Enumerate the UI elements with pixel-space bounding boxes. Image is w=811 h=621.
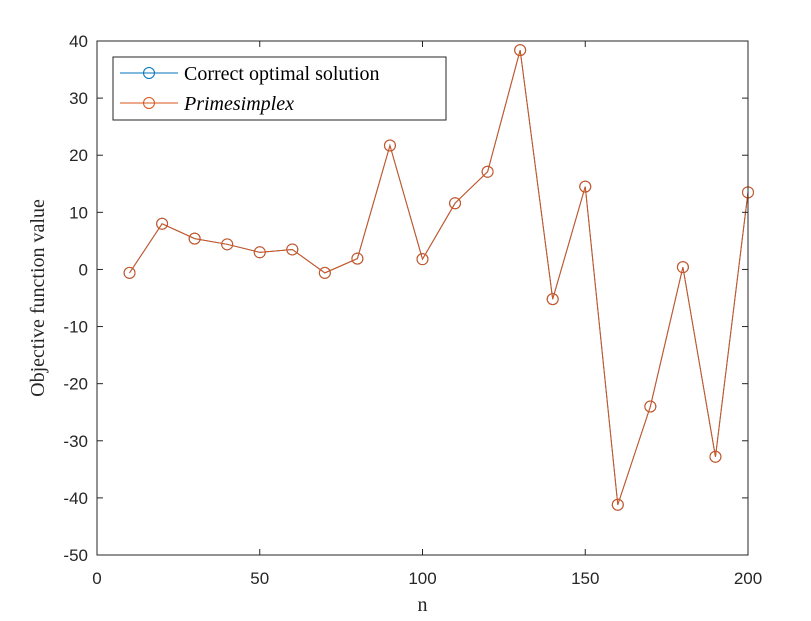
data-point-1 [676,261,689,274]
data-point-1 [546,293,559,306]
x-tick-label: 100 [408,569,436,588]
ticks-layer: 0 50 100 150 200 -50 -40 -30 -20 -10 0 10 20 30 40 [63,32,762,588]
data-point-1 [156,217,169,230]
y-axis-label: Objective function value [27,199,49,397]
x-tick-label: 0 [92,569,101,588]
data-point-1 [481,165,494,178]
data-point-1 [123,266,136,279]
data-point-1 [253,246,266,259]
data-point-1 [221,238,234,251]
x-tick-label: 200 [734,569,762,588]
plot-background [97,41,748,555]
x-tick-label: 150 [571,569,599,588]
data-point-1 [449,197,462,210]
legend-label-correct: Correct optimal solution [184,63,380,85]
y-tick-label: 40 [69,32,88,51]
y-tick-label: -30 [63,432,88,451]
legend-swatch-marker-primesimplex [143,97,155,109]
y-tick-label: -10 [63,318,88,337]
data-point-1 [611,498,624,511]
y-tick-label: -20 [63,375,88,394]
data-point-1 [318,266,331,279]
y-tick-label: 10 [69,203,88,222]
data-point-1 [709,450,722,463]
data-point-1 [644,400,657,413]
y-tick-label: 30 [69,89,88,108]
y-tick-label: -40 [63,489,88,508]
data-point-1 [579,180,592,193]
y-tick-label: 0 [79,260,88,279]
data-point-1 [188,232,201,245]
y-tick-label: -50 [63,546,88,565]
legend-swatch-marker-correct [143,67,155,79]
legend: Correct optimal solution Primesimplex [112,56,447,121]
data-point-1 [286,243,299,256]
legend-box [112,56,447,121]
data-point-1 [514,44,527,57]
x-axis-label: n [418,594,428,616]
data-point-1 [383,139,396,152]
x-tick-label: 50 [250,569,269,588]
y-tick-label: 20 [69,146,88,165]
data-point-1 [351,252,364,265]
series-layer [123,44,754,511]
legend-label-primesimplex: Primesimplex [183,93,294,115]
data-point-1 [416,253,429,266]
